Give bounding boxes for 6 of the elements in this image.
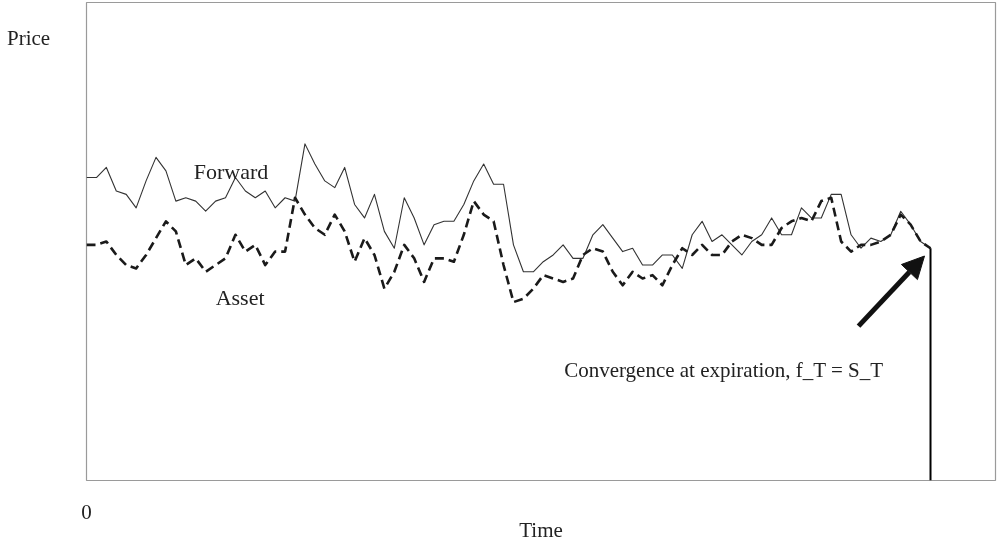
text: 0: [81, 499, 92, 524]
series-label: Asset: [215, 284, 265, 310]
series-label: Forward: [193, 158, 269, 184]
y-axis-title: Price: [7, 25, 51, 52]
annotation: Convergence at expiration, f_T = S_T: [564, 358, 884, 383]
x-axis-title: Time: [519, 517, 563, 542]
